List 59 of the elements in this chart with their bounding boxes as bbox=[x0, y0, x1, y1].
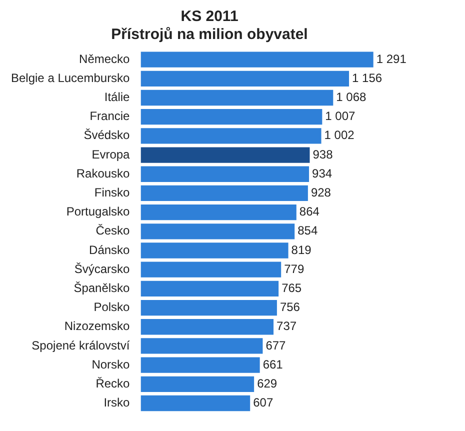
data-label: 864 bbox=[299, 204, 320, 219]
bar bbox=[140, 52, 374, 68]
data-label: 819 bbox=[291, 242, 312, 257]
y-tick-label: Švýcarsko bbox=[74, 262, 130, 276]
data-label: 756 bbox=[280, 300, 300, 314]
y-tick-label: Portugalsko bbox=[66, 204, 130, 219]
bar bbox=[140, 357, 260, 373]
y-tick-label: Nizozemsko bbox=[64, 319, 130, 334]
bar bbox=[140, 242, 288, 258]
bar bbox=[140, 166, 310, 182]
y-tick-label: Česko bbox=[96, 224, 130, 238]
y-tick-label: Belgie a Lucembursko bbox=[11, 70, 130, 85]
y-tick-label: Německo bbox=[79, 52, 130, 66]
y-tick-label: Dánsko bbox=[89, 242, 130, 257]
y-tick-label: Finsko bbox=[94, 186, 130, 200]
bar bbox=[140, 204, 296, 220]
text: Přístrojů na milion obyvatel bbox=[111, 26, 308, 44]
y-tick-label: Řecko bbox=[96, 376, 130, 390]
data-label: 661 bbox=[262, 357, 284, 372]
y-tick-label: Španělsko bbox=[74, 280, 130, 295]
bar bbox=[140, 300, 277, 316]
y-tick-label: Itálie bbox=[104, 90, 130, 104]
data-label: 737 bbox=[276, 319, 297, 334]
y-tick-label: Polsko bbox=[94, 300, 130, 314]
bar bbox=[140, 90, 334, 106]
bar bbox=[140, 224, 295, 240]
data-label: 1 007 bbox=[325, 109, 356, 124]
data-label: 1 068 bbox=[336, 90, 367, 104]
data-label: 934 bbox=[312, 166, 332, 180]
data-label: 779 bbox=[284, 262, 304, 276]
bar bbox=[140, 109, 322, 125]
bar bbox=[140, 376, 254, 392]
data-label: 854 bbox=[298, 224, 318, 238]
data-label: 629 bbox=[257, 376, 278, 390]
text: KS 2011 bbox=[180, 8, 238, 26]
bar bbox=[140, 70, 350, 86]
bar bbox=[140, 338, 263, 354]
y-tick-label: Norsko bbox=[92, 357, 130, 372]
bar bbox=[140, 395, 250, 412]
data-label: 928 bbox=[310, 186, 332, 200]
y-tick-label: Irsko bbox=[104, 396, 130, 410]
y-tick-label: Francie bbox=[90, 109, 130, 124]
bar bbox=[140, 280, 279, 297]
data-label: 765 bbox=[282, 280, 302, 295]
data-label: 1 156 bbox=[352, 70, 382, 85]
bar bbox=[140, 185, 308, 202]
data-label: 1 291 bbox=[376, 52, 407, 66]
y-tick-label: Švédsko bbox=[84, 128, 130, 142]
bar bbox=[140, 147, 310, 163]
bar bbox=[140, 319, 274, 335]
data-label: 607 bbox=[253, 396, 274, 410]
y-tick-label: Spojené království bbox=[32, 338, 130, 352]
y-tick-label: Evropa bbox=[92, 147, 130, 162]
y-tick-label: Rakousko bbox=[76, 166, 130, 180]
data-label: 938 bbox=[312, 147, 334, 162]
data-label: 677 bbox=[266, 338, 286, 352]
data-label: 1 002 bbox=[324, 128, 355, 142]
bar bbox=[140, 128, 322, 144]
bar bbox=[140, 262, 282, 278]
